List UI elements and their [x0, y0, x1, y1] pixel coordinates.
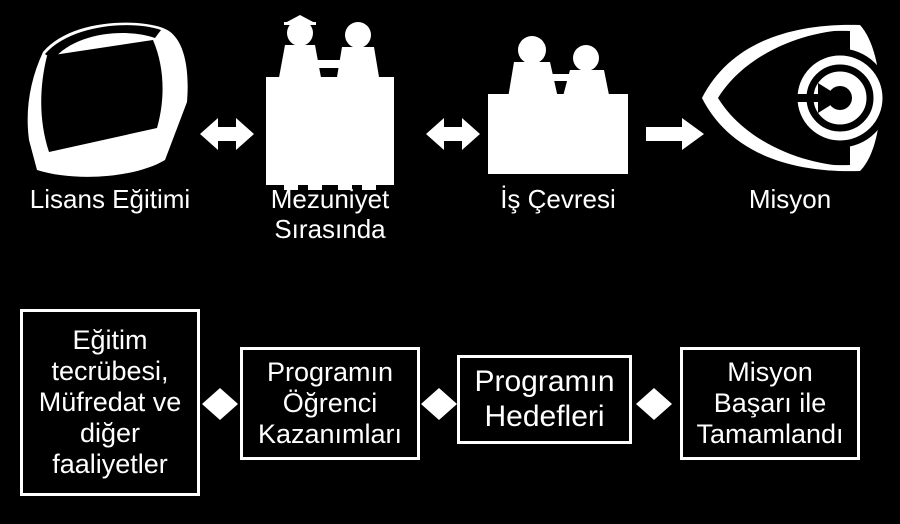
box-mission-complete: Misyon Başarı ile Tamamlandı — [680, 347, 860, 460]
box-text-3: Programın Hedefleri — [468, 365, 621, 434]
top-item-education: Lisans Eğitimi — [10, 10, 210, 215]
top-label-2: Mezuniyet Sırasında — [230, 185, 430, 245]
document-icon — [10, 10, 210, 185]
arrow-bottom-1 — [202, 386, 238, 422]
top-item-work: İş Çevresi — [458, 10, 658, 215]
top-row: Lisans Eğitimi — [0, 10, 900, 270]
target-icon — [690, 10, 890, 185]
box-text-4: Misyon Başarı ile Tamamlandı — [691, 357, 849, 450]
work-desk-icon — [458, 10, 658, 185]
top-label-1: Lisans Eğitimi — [10, 185, 210, 215]
box-student-outcomes: Programın Öğrenci Kazanımları — [240, 347, 420, 460]
top-item-mission: Misyon — [690, 10, 890, 215]
box-text-2: Programın Öğrenci Kazanımları — [251, 357, 409, 450]
arrow-bottom-2 — [421, 386, 457, 422]
graduation-icon — [230, 10, 430, 185]
top-label-3: İş Çevresi — [458, 185, 658, 215]
top-label-4: Misyon — [690, 185, 890, 215]
bottom-row: Eğitim tecrübesi, Müfredat ve diğer faal… — [0, 296, 900, 506]
top-item-graduation: Mezuniyet Sırasında — [230, 10, 430, 245]
arrow-bottom-3 — [636, 386, 672, 422]
box-text-1: Eğitim tecrübesi, Müfredat ve diğer faal… — [31, 325, 189, 480]
box-education-experience: Eğitim tecrübesi, Müfredat ve diğer faal… — [20, 309, 200, 496]
box-program-objectives: Programın Hedefleri — [457, 355, 632, 444]
